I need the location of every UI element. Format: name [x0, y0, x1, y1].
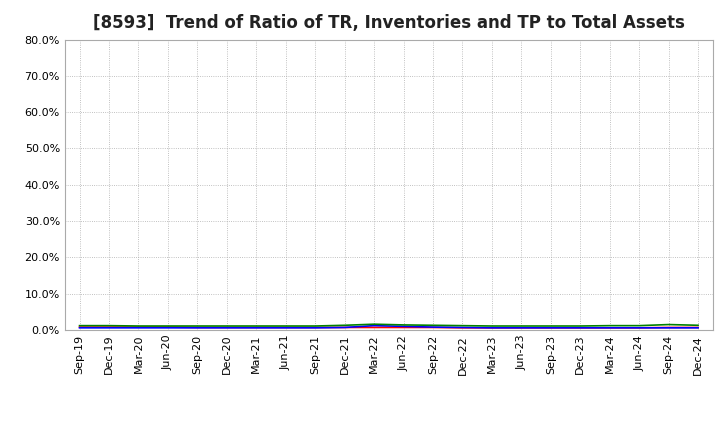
Trade Payables — [487, 323, 496, 329]
Trade Receivables — [163, 324, 172, 330]
Trade Receivables — [576, 325, 585, 330]
Trade Receivables — [134, 324, 143, 330]
Trade Receivables — [635, 325, 644, 330]
Inventories — [576, 325, 585, 330]
Trade Receivables — [546, 325, 555, 330]
Inventories — [163, 325, 172, 330]
Trade Receivables — [222, 325, 231, 330]
Trade Receivables — [370, 325, 379, 330]
Title: [8593]  Trend of Ratio of TR, Inventories and TP to Total Assets: [8593] Trend of Ratio of TR, Inventories… — [93, 15, 685, 33]
Trade Payables — [163, 323, 172, 329]
Trade Payables — [576, 323, 585, 329]
Inventories — [635, 325, 644, 330]
Trade Receivables — [193, 325, 202, 330]
Trade Receivables — [311, 325, 320, 330]
Inventories — [282, 325, 290, 330]
Trade Payables — [222, 323, 231, 329]
Inventories — [665, 325, 673, 330]
Trade Receivables — [665, 325, 673, 330]
Inventories — [458, 325, 467, 330]
Trade Receivables — [517, 325, 526, 330]
Line: Inventories: Inventories — [79, 326, 698, 328]
Trade Receivables — [282, 325, 290, 330]
Trade Payables — [193, 323, 202, 329]
Trade Receivables — [399, 325, 408, 330]
Inventories — [75, 325, 84, 330]
Inventories — [606, 325, 614, 330]
Inventories — [222, 325, 231, 330]
Trade Receivables — [694, 325, 703, 330]
Trade Payables — [134, 323, 143, 329]
Trade Payables — [252, 323, 261, 329]
Trade Payables — [517, 323, 526, 329]
Trade Receivables — [487, 325, 496, 330]
Line: Trade Receivables: Trade Receivables — [79, 327, 698, 328]
Line: Trade Payables: Trade Payables — [79, 324, 698, 326]
Trade Receivables — [458, 325, 467, 330]
Trade Payables — [370, 322, 379, 327]
Trade Receivables — [428, 325, 437, 330]
Trade Receivables — [252, 325, 261, 330]
Trade Payables — [282, 323, 290, 329]
Inventories — [193, 325, 202, 330]
Inventories — [370, 323, 379, 328]
Trade Receivables — [606, 325, 614, 330]
Inventories — [517, 325, 526, 330]
Trade Payables — [694, 323, 703, 328]
Inventories — [428, 324, 437, 330]
Inventories — [134, 325, 143, 330]
Trade Payables — [104, 323, 113, 328]
Inventories — [311, 325, 320, 330]
Trade Payables — [341, 323, 349, 328]
Trade Payables — [546, 323, 555, 329]
Trade Receivables — [341, 325, 349, 330]
Trade Receivables — [104, 324, 113, 330]
Trade Payables — [635, 323, 644, 328]
Trade Payables — [458, 323, 467, 328]
Inventories — [399, 324, 408, 329]
Trade Receivables — [75, 324, 84, 330]
Inventories — [252, 325, 261, 330]
Trade Payables — [399, 322, 408, 327]
Inventories — [487, 325, 496, 330]
Trade Payables — [606, 323, 614, 328]
Inventories — [341, 325, 349, 330]
Trade Payables — [75, 323, 84, 328]
Inventories — [546, 325, 555, 330]
Inventories — [104, 325, 113, 330]
Trade Payables — [428, 323, 437, 328]
Inventories — [694, 325, 703, 330]
Trade Payables — [665, 322, 673, 327]
Trade Payables — [311, 323, 320, 329]
